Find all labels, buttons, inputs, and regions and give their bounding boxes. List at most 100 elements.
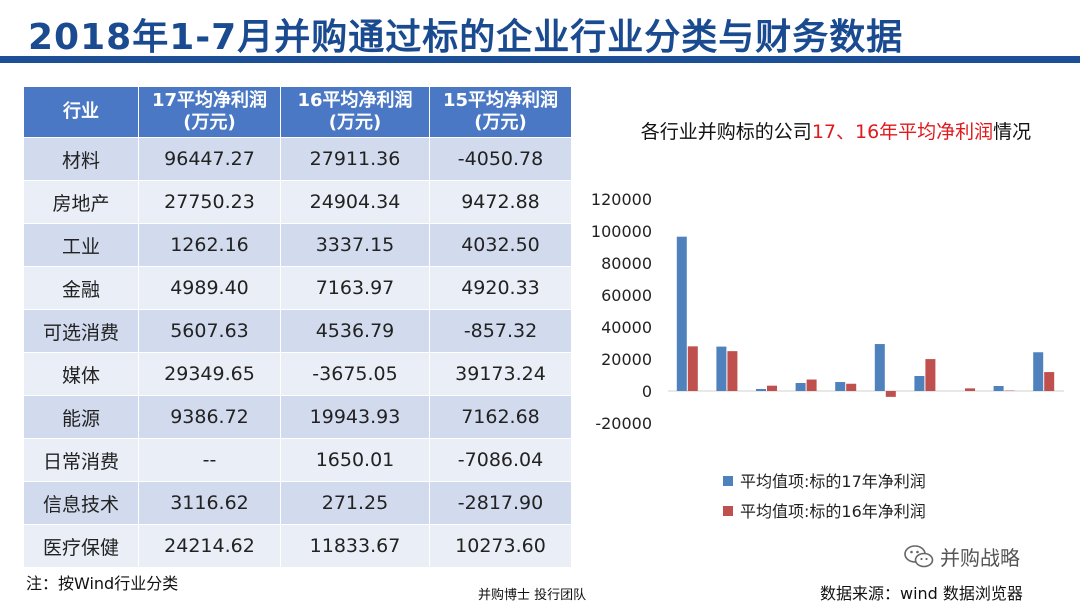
table-header-line1: 17平均净利润 [151,90,268,111]
table-cell-industry: 材料 [23,137,139,181]
table-row: 可选消费 5607.63 4536.79 -857.32 [23,309,572,353]
bar-16-材料 [687,346,698,391]
table-cell-v15: -4050.78 [429,137,572,181]
brand-watermark: 并购战略 [904,542,1020,571]
table-row: 媒体 29349.65 -3675.05 39173.24 [23,352,572,396]
table-header-line1: 16平均净利润 [297,90,413,111]
table-row: 信息技术 3116.62 271.25 -2817.90 [23,481,572,525]
bar-16-房地产 [727,351,738,391]
data-source: 数据来源：wind 数据浏览器 [820,584,1023,603]
table-cell-v15: -857.32 [429,309,572,353]
table-cell-industry: 信息技术 [23,481,139,525]
net-profit-bar-chart: 120000 100000 80000 60000 40000 20000 0 -20000 平… [591,190,1064,521]
table-header-line2: (万元) [183,112,236,133]
bar-16-金融 [806,379,817,391]
legend-swatch-1 [723,506,733,516]
table-cell-v16: 7163.97 [280,266,430,310]
legend-label-0: 平均值项:标的17年净利润 [740,472,926,491]
brand-text: 并购战略 [940,546,1020,570]
table-cell-v17: 96447.27 [138,137,281,181]
table-cell-v17: 4989.40 [138,266,281,310]
y-tick-label: 0 [642,382,652,401]
y-tick-label: 80000 [601,254,652,273]
table-header-line2: (万元) [474,112,527,133]
page-title: 2018年1-7月并购通过标的企业行业分类与财务数据 [28,17,904,58]
financial-table: 行业 17平均净利润 (万元) 16平均净利润 (万元) 15平均净利润 (万元) 材料 96… [23,86,572,568]
table-cell-v15: 9472.88 [429,180,572,224]
bar-17-金融 [795,383,806,391]
table-cell-v16: 1650.01 [280,438,430,482]
bar-16-可选消费 [846,383,857,391]
y-tick-label: -20000 [595,414,652,433]
y-tick-label: 40000 [601,318,652,337]
table-header-2: 16平均净利润 (万元) [280,86,430,138]
table-cell-industry: 工业 [23,223,139,267]
table-header-1: 17平均净利润 (万元) [138,86,281,138]
table-row: 能源 9386.72 19943.93 7162.68 [23,395,572,439]
bar-16-能源 [925,359,936,391]
table-cell-v16: 24904.34 [280,180,430,224]
table-cell-v16: 11833.67 [280,524,430,568]
bar-16-医疗保健 [1044,372,1055,391]
table-cell-v17: 1262.16 [138,223,281,267]
table-cell-v17: 27750.23 [138,180,281,224]
y-tick-label: 60000 [601,286,652,305]
bar-17-可选消费 [835,382,846,391]
table-cell-v15: 10273.60 [429,524,572,568]
table-row: 金融 4989.40 7163.97 4920.33 [23,266,572,310]
table-header-0: 行业 [23,86,139,138]
bar-16-媒体 [885,391,896,397]
table-cell-industry: 可选消费 [23,309,139,353]
table-cell-industry: 媒体 [23,352,139,396]
table-cell-industry: 房地产 [23,180,139,224]
table-row: 工业 1262.16 3337.15 4032.50 [23,223,572,267]
footer-team: 并购博士 投行团队 [478,588,587,603]
table-body: 材料 96447.27 27911.36 -4050.78 房地产 27750.23 249… [23,137,572,568]
chart-title-part-1: 各行业并购标的公司 [640,121,812,143]
wechat-icon [904,544,934,567]
bar-17-材料 [676,236,687,391]
table-row: 房地产 27750.23 24904.34 9472.88 [23,180,572,224]
chart-title: 各行业并购标的公司17、16年平均净利润情况 [626,116,1046,148]
table-row: 医疗保健 24214.62 11833.67 10273.60 [23,524,572,568]
title-underline [0,56,1080,63]
bar-16-日常消费 [965,388,975,391]
chart-title-part-2: 情况 [993,121,1032,143]
bar-17-能源 [914,375,925,391]
table-header-3: 15平均净利润 (万元) [429,86,572,138]
bar-16-工业 [767,385,777,391]
table-cell-v17: 24214.62 [138,524,281,568]
table-header-line2: (万元) [328,112,382,133]
table-cell-industry: 医疗保健 [23,524,139,568]
table-cell-v17: 29349.65 [138,352,281,396]
table-cell-v16: 19943.93 [280,395,430,439]
table-cell-v15: 4032.50 [429,223,572,267]
table-cell-v17: 9386.72 [138,395,281,439]
y-tick-label: 20000 [601,350,652,369]
table-header-line1: 15平均净利润 [442,90,559,111]
table-row: 日常消费 -- 1650.01 -7086.04 [23,438,572,482]
table-header-line1: 行业 [63,101,99,122]
classification-note: 注：按Wind行业分类 [26,574,179,593]
table-cell-industry: 能源 [23,395,139,439]
bar-17-工业 [756,388,766,391]
table-cell-v15: 7162.68 [429,395,572,439]
table-cell-v15: -2817.90 [429,481,572,525]
table-cell-v17: 3116.62 [138,481,281,525]
table-cell-v16: -3675.05 [280,352,430,396]
table-cell-v17: 5607.63 [138,309,281,353]
table-row: 材料 96447.27 27911.36 -4050.78 [23,137,572,181]
table-header-row: 行业 17平均净利润 (万元) 16平均净利润 (万元) 15平均净利润 (万元) [23,86,572,138]
y-tick-label: 100000 [591,222,652,241]
bar-17-信息技术 [993,386,1004,391]
table-cell-industry: 日常消费 [23,438,139,482]
table-cell-v16: 27911.36 [280,137,430,181]
bar-17-媒体 [874,344,885,391]
bar-17-医疗保健 [1033,352,1044,391]
table-cell-v16: 3337.15 [280,223,430,267]
table-cell-v15: -7086.04 [429,438,572,482]
legend-swatch-0 [723,476,733,486]
y-tick-label: 120000 [591,190,652,209]
bar-17-房地产 [716,346,727,391]
table-cell-v15: 4920.33 [429,266,572,310]
